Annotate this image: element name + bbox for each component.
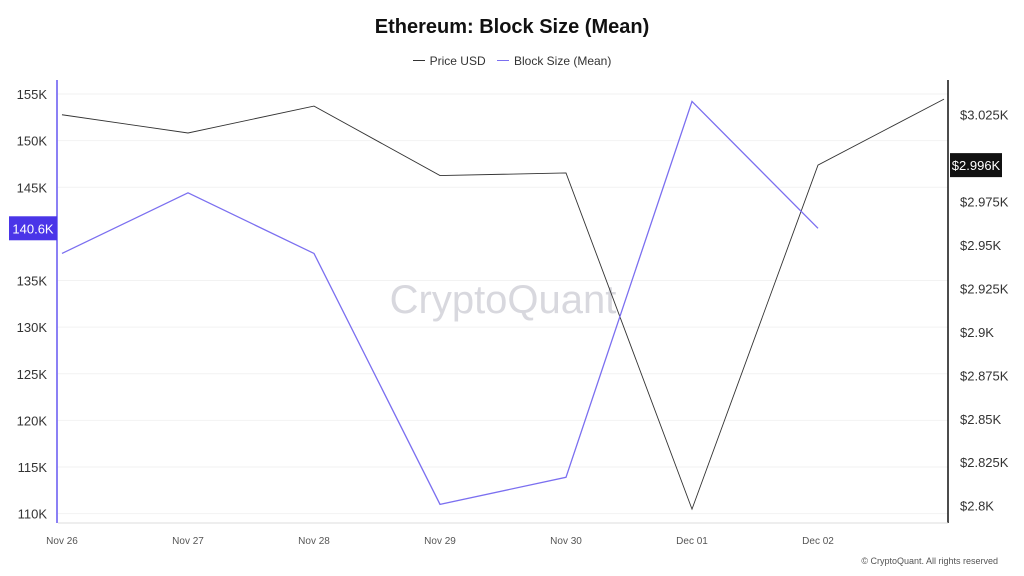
x-tick-label: Nov 26 <box>46 536 78 547</box>
legend-item-block-size[interactable]: Block Size (Mean) <box>496 53 612 68</box>
left-tick-label: 145K <box>17 180 48 195</box>
legend: Price USD Block Size (Mean) <box>0 50 1024 68</box>
left-axis-marker-label: 140.6K <box>12 221 54 236</box>
legend-item-price[interactable]: Price USD <box>412 53 486 68</box>
chart-title: Ethereum: Block Size (Mean) <box>374 16 650 38</box>
legend-swatch-block-size <box>496 60 509 61</box>
left-tick-label: 130K <box>17 320 48 335</box>
left-tick-label: 120K <box>17 413 48 428</box>
right-tick-label: $2.825K <box>960 455 1009 470</box>
left-tick-label: 135K <box>17 274 48 289</box>
legend-swatch-price <box>412 60 425 61</box>
right-tick-label: $2.95K <box>960 238 1002 253</box>
x-tick-label: Nov 28 <box>298 536 330 547</box>
x-tick-label: Dec 02 <box>802 536 834 547</box>
left-tick-label: 110K <box>18 507 48 522</box>
left-tick-label: 125K <box>17 367 48 382</box>
right-axis-marker <box>950 153 1002 178</box>
right-axis-marker-label: $2.996K <box>952 158 1001 173</box>
right-tick-label: $2.9K <box>960 325 994 340</box>
watermark: CryptoQuant <box>390 278 617 322</box>
x-tick-label: Dec 01 <box>676 536 708 547</box>
x-tick-label: Nov 27 <box>172 536 204 547</box>
legend-label-block-size: Block Size (Mean) <box>513 53 612 68</box>
right-tick-label: $3.025K <box>960 108 1009 123</box>
left-tick-label: 150K <box>17 134 48 149</box>
right-tick-label: $2.8K <box>960 499 994 514</box>
right-tick-label: $2.975K <box>960 195 1009 210</box>
legend-label-price: Price USD <box>429 53 486 68</box>
left-axis-marker <box>9 216 57 241</box>
x-tick-label: Nov 29 <box>424 536 456 547</box>
left-tick-label: 115K <box>18 460 48 475</box>
right-tick-label: $2.875K <box>960 368 1009 383</box>
right-tick-label: $2.85K <box>960 412 1002 427</box>
copyright: © CryptoQuant. All rights reserved <box>861 556 998 566</box>
series-line-price <box>61 98 945 511</box>
x-tick-label: Nov 30 <box>550 536 582 547</box>
right-tick-label: $2.925K <box>960 281 1009 296</box>
left-tick-label: 155K <box>17 87 48 102</box>
